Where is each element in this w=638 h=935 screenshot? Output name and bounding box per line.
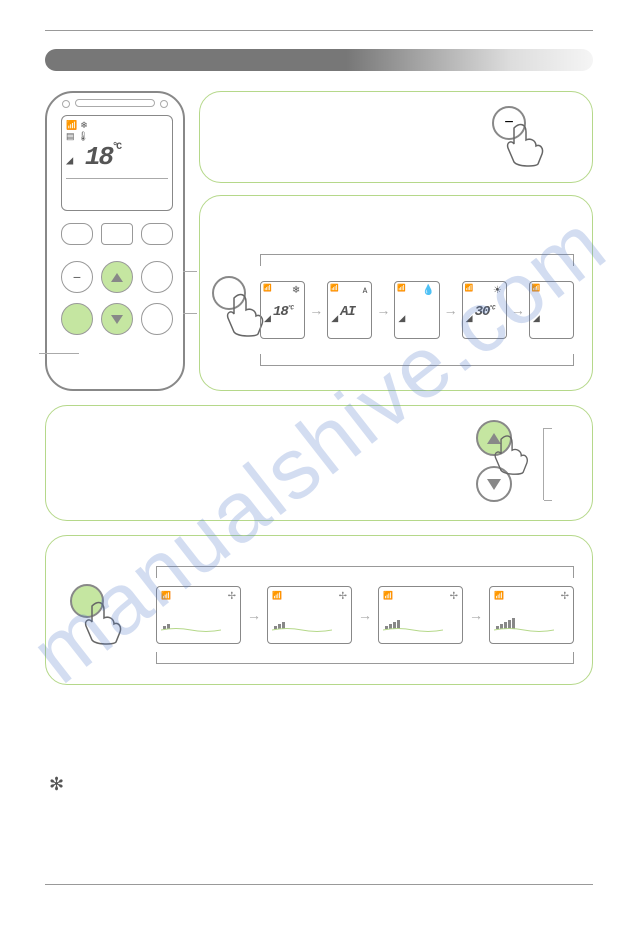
fan-bracket-top xyxy=(156,566,574,578)
fan-icon: ✢ xyxy=(450,591,458,602)
mode-temp: 18 xyxy=(273,304,288,320)
mode-bracket-bottom xyxy=(260,354,574,366)
remote-btn-3c[interactable] xyxy=(141,303,173,335)
remote-row-2: − xyxy=(61,261,173,293)
fan-sequence: 📶✢ → 📶✢ → 📶✢ → 📶✢ xyxy=(156,580,574,650)
press-fan xyxy=(70,584,140,654)
mode-sequence: 📶❄ ◢ 18°C → 📶ᴀ ◢ AI → 📶💧 ◢ xyxy=(260,268,574,352)
lcd-temp: 18 xyxy=(85,142,112,172)
mode-temp: AI xyxy=(340,304,355,320)
signal-icon: 📶 xyxy=(66,120,77,131)
snowflake-icon: ❄ xyxy=(80,120,88,131)
leader-line xyxy=(183,313,197,314)
rule-top xyxy=(45,30,593,31)
fan-icon: ✢ xyxy=(561,591,569,602)
fan-icon: ◢ xyxy=(66,154,71,168)
panel-temperature xyxy=(45,405,593,521)
arrow-icon: → xyxy=(247,607,261,623)
arrow-icon: → xyxy=(511,302,525,318)
snowflake-icon: ❄ xyxy=(292,285,300,296)
leader-line xyxy=(39,353,79,354)
fan-level-2: 📶✢ xyxy=(267,586,352,644)
hand-icon xyxy=(80,596,130,646)
mode-cool: 📶❄ ◢ 18°C xyxy=(260,281,305,339)
footnote-marker: ✻ xyxy=(49,774,64,795)
remote-control: 📶 ❄ ▤ 🌡 ◢ 18°C − xyxy=(45,91,185,391)
arrow-icon: → xyxy=(376,302,390,318)
section-heading-bar xyxy=(45,49,593,71)
rule-bottom xyxy=(45,884,593,885)
panel-fan-speed: 📶✢ → 📶✢ → 📶✢ → 📶✢ xyxy=(45,535,593,685)
mode-fan: 📶 ◢ xyxy=(529,281,574,339)
mode-dry: 📶💧 ◢ xyxy=(394,281,439,339)
mode-auto: 📶ᴀ ◢ AI xyxy=(327,281,372,339)
arrow-icon: → xyxy=(358,607,372,623)
fan-level-3: 📶✢ xyxy=(378,586,463,644)
arrow-icon: → xyxy=(444,302,458,318)
thermo-icon: 🌡 xyxy=(78,131,89,142)
remote-btn-1c[interactable] xyxy=(141,223,173,245)
bracket-line xyxy=(543,428,544,500)
fan-level-4: 📶✢ xyxy=(489,586,574,644)
sun-icon: ☀ xyxy=(493,285,502,296)
mode-heat: 📶☀ ◢ 30°C xyxy=(462,281,507,339)
fan-level-1: 📶✢ xyxy=(156,586,241,644)
press-power: − xyxy=(492,106,562,176)
remote-fan-button[interactable] xyxy=(61,303,93,335)
fan-icon: ✢ xyxy=(339,591,347,602)
remote-up-button[interactable] xyxy=(101,261,133,293)
remote-ir-window xyxy=(75,99,155,107)
bracket-line xyxy=(544,500,552,501)
panel-mode: 📶❄ ◢ 18°C → 📶ᴀ ◢ AI → 📶💧 ◢ xyxy=(199,195,593,391)
remote-btn-1b[interactable] xyxy=(101,223,133,245)
hand-icon xyxy=(490,430,536,476)
auto-icon: ᴀ xyxy=(362,285,367,296)
remote-lcd: 📶 ❄ ▤ 🌡 ◢ 18°C xyxy=(61,115,173,211)
remote-btn-1a[interactable] xyxy=(61,223,93,245)
arrow-icon: → xyxy=(469,607,483,623)
panel-power: − xyxy=(199,91,593,183)
arrow-icon: → xyxy=(309,302,323,318)
mode-bracket-top xyxy=(260,254,574,266)
leader-line xyxy=(183,271,197,272)
remote-row-1 xyxy=(61,223,173,245)
remote-btn-2c[interactable] xyxy=(141,261,173,293)
bracket-line xyxy=(544,428,552,429)
louver-icon: ▤ xyxy=(66,131,75,142)
remote-down-button[interactable] xyxy=(101,303,133,335)
hand-icon xyxy=(502,118,552,168)
remote-row-3 xyxy=(61,303,173,335)
drop-icon: 💧 xyxy=(422,285,434,296)
lcd-unit: °C xyxy=(112,142,120,153)
remote-minus-button[interactable]: − xyxy=(61,261,93,293)
fan-icon: ✢ xyxy=(228,591,236,602)
mode-temp: 30 xyxy=(475,304,490,320)
fan-bracket-bottom xyxy=(156,652,574,664)
